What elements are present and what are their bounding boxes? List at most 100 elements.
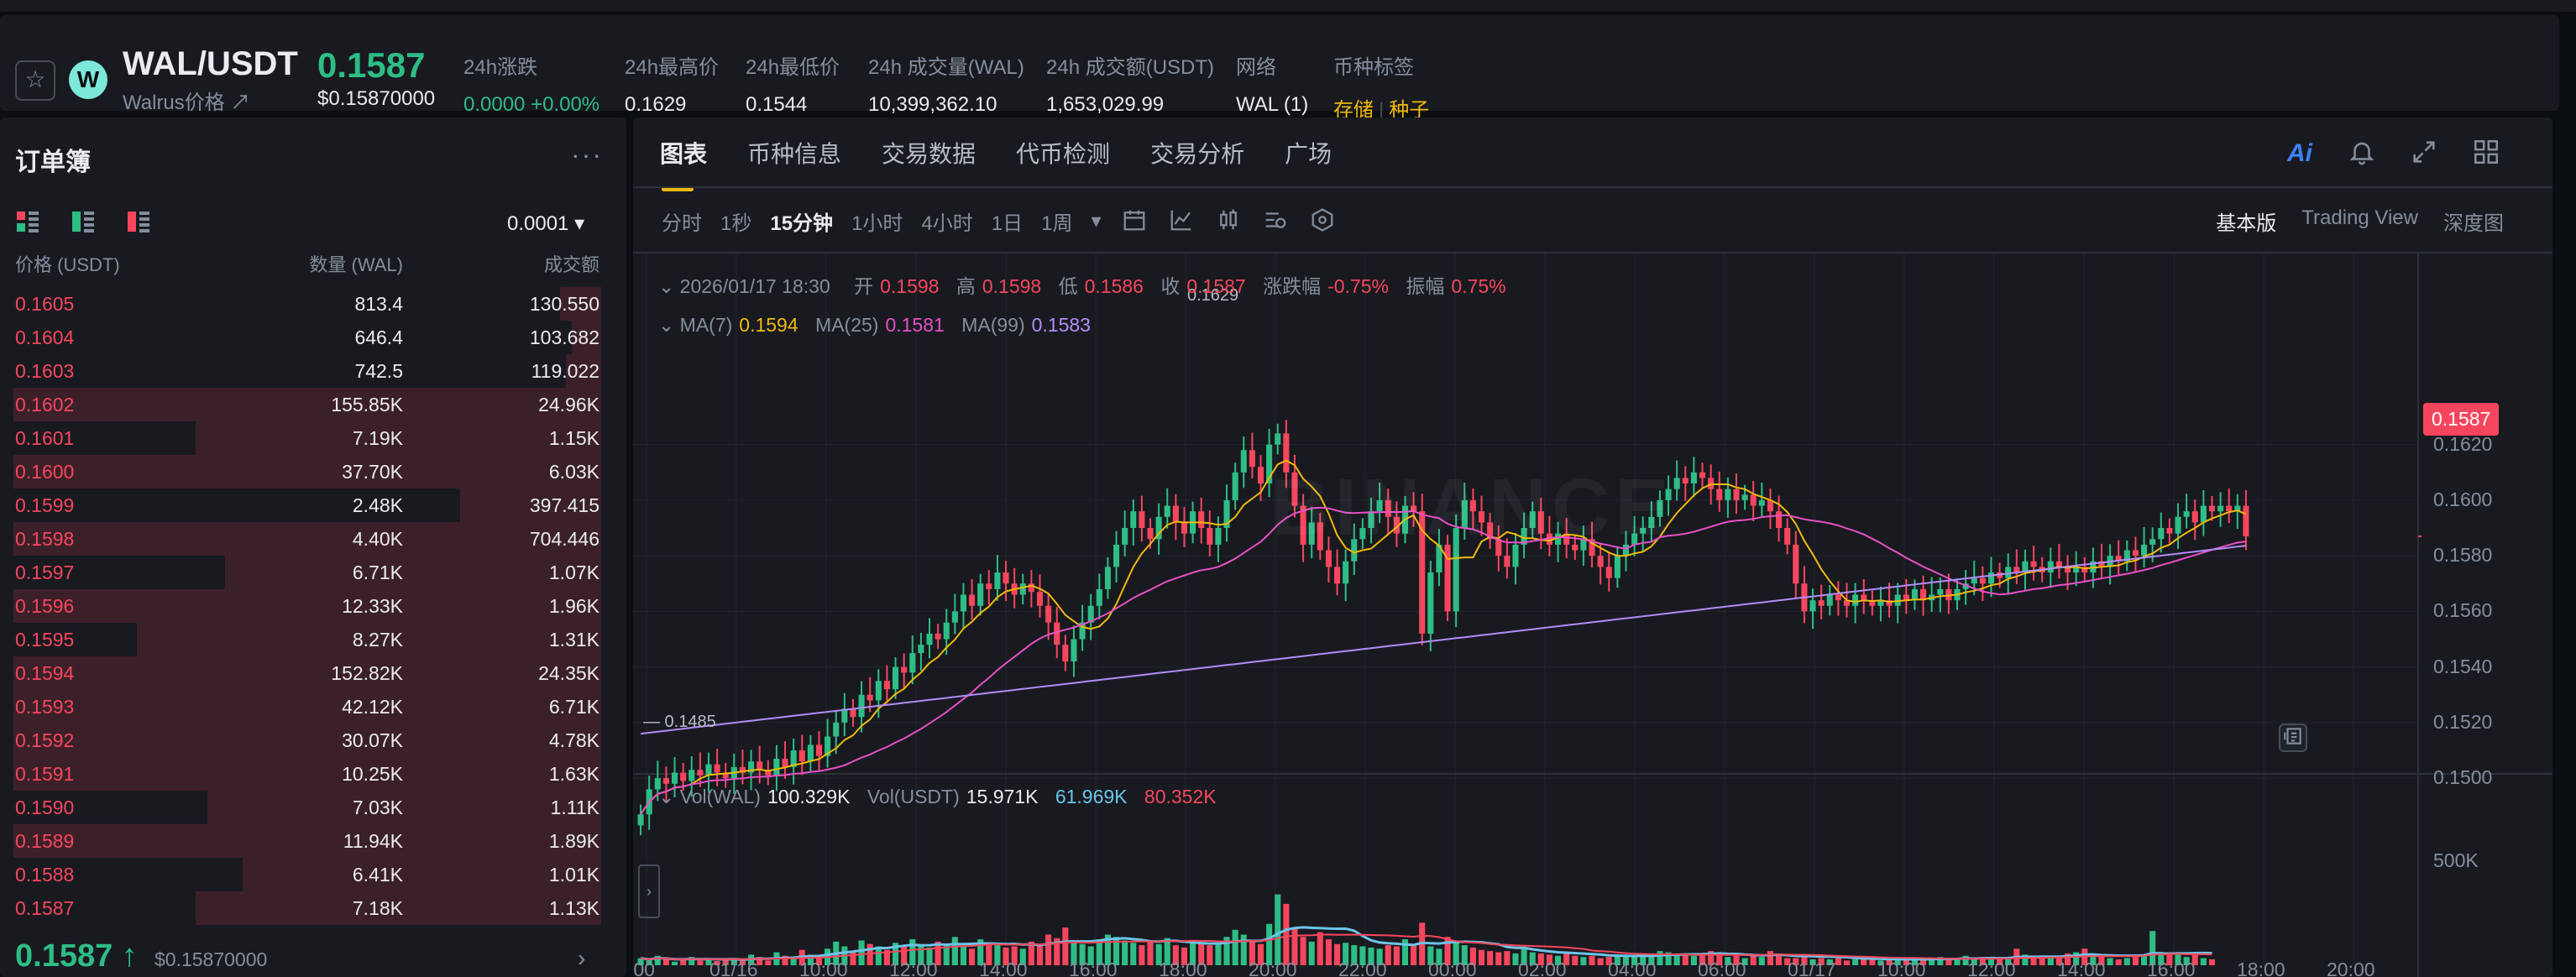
ask-row[interactable]: 0.1602 155.85K 24.96K xyxy=(0,388,626,421)
amplitude-label: 振幅 xyxy=(1406,275,1445,297)
ask-row[interactable]: 0.1594 152.82K 24.35K xyxy=(0,656,626,690)
coin-price-link[interactable]: Walrus价格 ↗ xyxy=(123,91,251,114)
tf-15m[interactable]: 15分钟 xyxy=(770,212,834,235)
tab-trade-analysis[interactable]: 交易分析 xyxy=(1150,141,1245,167)
ask-row[interactable]: 0.1598 4.40K 704.446 xyxy=(0,522,626,556)
calendar-icon[interactable] xyxy=(1120,207,1149,236)
chevron-down-icon[interactable]: ⌄ xyxy=(658,786,680,807)
version-depth[interactable]: 深度图 xyxy=(2443,212,2504,235)
tab-trading-data[interactable]: 交易数据 xyxy=(882,141,976,167)
ask-row[interactable]: 0.1600 37.70K 6.03K xyxy=(0,455,626,488)
volume-bar xyxy=(730,959,737,965)
volume-bar xyxy=(1444,937,1451,965)
ask-row[interactable]: 0.1591 10.25K 1.63K xyxy=(0,757,626,791)
volume-bar xyxy=(2098,955,2105,965)
volume-bar xyxy=(1555,955,1562,965)
hexagon-settings-icon[interactable] xyxy=(1308,207,1337,236)
ask-row[interactable]: 0.1597 6.71K 1.07K xyxy=(0,556,626,589)
ma99-line xyxy=(640,545,2247,735)
price-axis-tick: 0.1600 xyxy=(2433,488,2493,510)
more-options-icon[interactable]: ··· xyxy=(571,139,603,170)
volume-bar xyxy=(1537,953,1544,965)
depth-bar xyxy=(13,522,601,556)
expand-icon[interactable] xyxy=(2408,138,2440,170)
ask-total: 6.71K xyxy=(548,696,599,718)
ask-total: 1.15K xyxy=(548,427,599,449)
indicator-icon[interactable] xyxy=(1167,207,1196,236)
order-list-icon[interactable] xyxy=(2279,724,2307,752)
candle-body xyxy=(2055,561,2062,567)
both-sides-view-icon[interactable] xyxy=(17,212,39,233)
volume-bar xyxy=(2208,959,2216,965)
candle-body xyxy=(680,772,687,781)
open-value: 0.1598 xyxy=(880,275,940,297)
candle-body xyxy=(1079,622,1086,640)
ai-icon[interactable]: Ai xyxy=(2287,139,2312,167)
ask-row[interactable]: 0.1587 7.18K 1.13K xyxy=(0,891,626,925)
bell-icon[interactable] xyxy=(2346,138,2378,170)
candle-body xyxy=(1665,488,1672,500)
candle-body xyxy=(1232,472,1238,500)
asks-only-view-icon[interactable] xyxy=(128,212,149,233)
chevron-down-icon[interactable]: ⌄ xyxy=(658,314,680,336)
tf-1s[interactable]: 1秒 xyxy=(720,212,752,235)
symbol-title[interactable]: WAL/USDT xyxy=(123,45,298,82)
tab-coin-info[interactable]: 币种信息 xyxy=(747,141,842,167)
version-basic[interactable]: 基本版 xyxy=(2216,212,2277,235)
bids-only-view-icon[interactable] xyxy=(72,212,94,233)
depth-bar xyxy=(566,354,601,388)
chart-toolbar: 分时 1秒 15分钟 1小时 4小时 1日 1周 ▾ xyxy=(662,206,1337,236)
tf-timeline[interactable]: 分时 xyxy=(662,212,702,235)
tf-1d[interactable]: 1日 xyxy=(991,212,1024,235)
ask-row[interactable]: 0.1588 6.41K 1.01K xyxy=(0,858,626,891)
ask-row[interactable]: 0.1592 30.07K 4.78K xyxy=(0,724,626,757)
expand-side-button[interactable]: › xyxy=(638,865,660,918)
volume-bar xyxy=(1682,954,1689,965)
favorite-star-icon[interactable]: ☆ xyxy=(15,60,55,101)
ask-row[interactable]: 0.1593 42.12K 6.71K xyxy=(0,690,626,724)
tab-square[interactable]: 广场 xyxy=(1285,141,1333,167)
chevron-right-icon[interactable]: › xyxy=(578,945,586,971)
volume-bar xyxy=(1631,957,1638,965)
version-tradingview[interactable]: Trading View xyxy=(2301,206,2418,229)
candle-body xyxy=(697,770,704,776)
volume-bar xyxy=(1886,958,1893,965)
layout-grid-icon[interactable] xyxy=(2470,138,2502,170)
tab-token-check[interactable]: 代币检测 xyxy=(1016,141,1111,167)
ask-row[interactable]: 0.1601 7.19K 1.15K xyxy=(0,421,626,455)
ask-row[interactable]: 0.1604 646.4 103.682 xyxy=(0,321,626,354)
ask-row[interactable]: 0.1599 2.48K 397.415 xyxy=(0,488,626,522)
candle-body xyxy=(1427,572,1434,634)
precision-select[interactable]: 0.0001 ▾ xyxy=(507,212,585,235)
stat-network[interactable]: 网络 WAL (1) xyxy=(1236,50,1308,117)
chevron-down-icon[interactable]: ⌄ xyxy=(658,275,680,297)
volume-bar xyxy=(1104,934,1111,965)
ask-row[interactable]: 0.1590 7.03K 1.11K xyxy=(0,791,626,824)
ask-row[interactable]: 0.1596 12.33K 1.96K xyxy=(0,589,626,623)
candlestick-chart[interactable]: 0.1629 — 0.1485 xyxy=(633,118,2552,977)
depth-bar xyxy=(243,858,601,891)
volume-bar xyxy=(1036,943,1044,965)
volume-bar xyxy=(815,957,823,965)
depth-bar xyxy=(13,690,601,724)
candle-body xyxy=(1487,522,1494,540)
tf-1w[interactable]: 1周 xyxy=(1041,212,1073,235)
stat-label: 24h涨跌 xyxy=(463,56,538,79)
chart-settings-icon[interactable] xyxy=(1261,207,1290,236)
volume-bar xyxy=(1589,955,1595,965)
ask-row[interactable]: 0.1605 813.4 130.550 xyxy=(0,287,626,321)
ask-row[interactable]: 0.1595 8.27K 1.31K xyxy=(0,623,626,656)
volume-bar xyxy=(2064,953,2071,965)
stat-24h-low: 24h最低价 0.1544 xyxy=(746,50,840,117)
vol-wal-label: Vol(WAL) xyxy=(679,786,761,807)
tf-4h[interactable]: 4小时 xyxy=(921,212,973,235)
ask-row[interactable]: 0.1603 742.5 119.022 xyxy=(0,354,626,388)
volume-bar xyxy=(1954,958,1961,965)
candle-body xyxy=(1045,605,1052,623)
tf-more-dropdown[interactable]: ▾ xyxy=(1091,210,1102,232)
tf-1h[interactable]: 1小时 xyxy=(851,212,903,235)
candle-type-icon[interactable] xyxy=(1214,207,1243,236)
volume-bar xyxy=(1096,939,1102,965)
tab-chart[interactable]: 图表 xyxy=(660,136,707,191)
ask-row[interactable]: 0.1589 11.94K 1.89K xyxy=(0,824,626,858)
